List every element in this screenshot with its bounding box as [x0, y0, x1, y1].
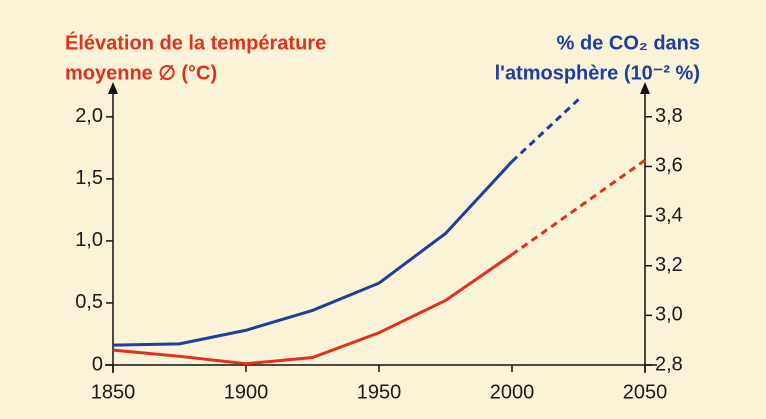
y-tick-label: 1,0 — [75, 229, 103, 251]
y2-tick-label: 3,4 — [655, 204, 683, 226]
x-tick-label: 1950 — [357, 381, 402, 403]
series-line — [112, 253, 513, 366]
y2-axis-title: l'atmosphère (10⁻² %) — [495, 62, 700, 84]
series-line — [112, 160, 514, 347]
y2-tick-label: 3,8 — [655, 105, 683, 127]
y2-axis-arrow — [640, 82, 650, 94]
y2-axis-title: % de CO₂ dans — [557, 32, 700, 54]
y2-tick-label: 3,0 — [655, 304, 683, 326]
x-tick-label: 2000 — [490, 381, 535, 403]
x-tick-label: 1900 — [224, 381, 269, 403]
y-tick-label: 1,5 — [75, 167, 103, 189]
y-axis-arrow — [108, 82, 118, 94]
x-tick-label: 2050 — [623, 381, 668, 403]
y-axis-title: moyenne ∅ (°C) — [65, 62, 217, 84]
y-axis-title: Élévation de la température — [65, 31, 326, 54]
y2-tick-label: 2,8 — [655, 353, 683, 375]
y2-tick-label: 3,6 — [655, 155, 683, 177]
series-line — [510, 98, 580, 163]
y-tick-label: 0 — [92, 353, 103, 375]
y-tick-label: 0,5 — [75, 291, 103, 313]
y2-tick-label: 3,2 — [655, 254, 683, 276]
x-tick-label: 1850 — [91, 381, 136, 403]
y-tick-label: 2,0 — [75, 105, 103, 127]
series-line — [511, 159, 646, 256]
